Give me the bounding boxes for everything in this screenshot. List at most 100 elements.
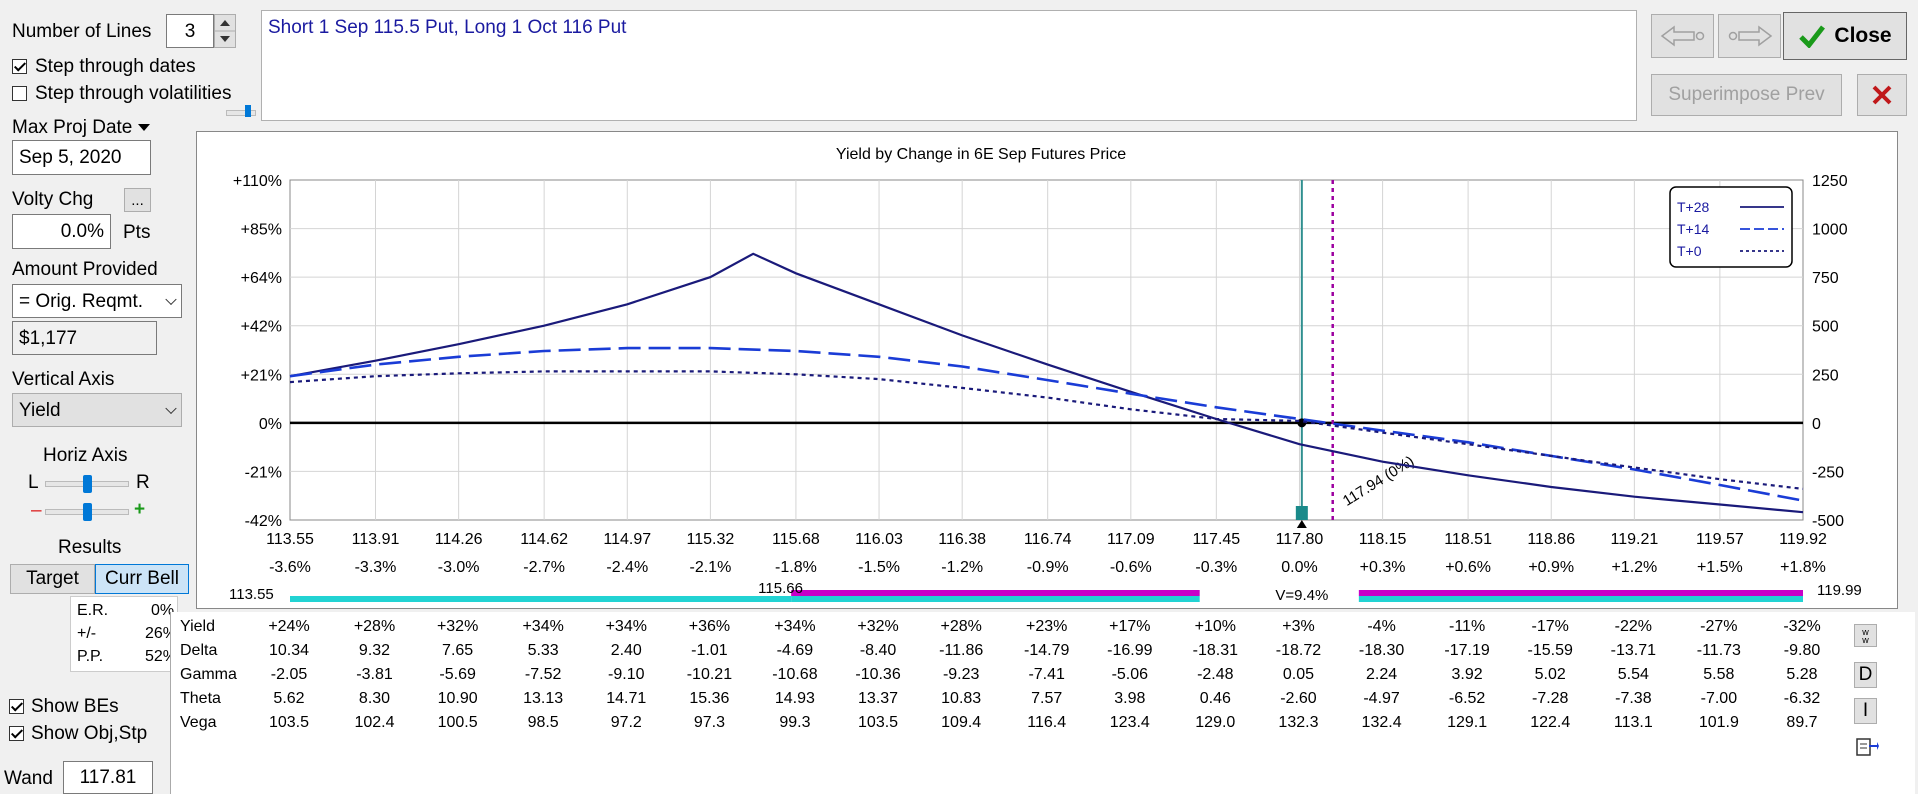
export-icon[interactable]: [1855, 736, 1879, 764]
pp-label: P.P.: [77, 648, 104, 665]
horiz-L-label: L: [28, 472, 39, 493]
greek-cell: 14.93: [774, 690, 815, 707]
amount-value: $1,177: [12, 321, 157, 355]
close-x-icon: [1872, 85, 1892, 105]
x-pct-label: -1.8%: [775, 559, 817, 576]
show-obj-checkbox[interactable]: [9, 726, 24, 741]
num-lines-spinner[interactable]: [214, 14, 236, 48]
close-button[interactable]: Close: [1783, 12, 1907, 60]
greek-cell: 7.65: [442, 642, 474, 659]
position-description[interactable]: Short 1 Sep 115.5 Put, Long 1 Oct 116 Pu…: [261, 10, 1637, 121]
greek-cell: -7.00: [1700, 690, 1738, 707]
chart-panel: Yield by Change in 6E Sep Futures Price …: [196, 131, 1898, 609]
zoom-thumb[interactable]: [83, 503, 92, 521]
y-left-tick-label: -42%: [245, 513, 282, 530]
curr-bell-button[interactable]: Curr Bell: [95, 564, 189, 594]
wand-input[interactable]: 117.81: [63, 761, 153, 794]
chart-legend: T+28 T+14 T+0: [1669, 186, 1793, 268]
greek-cell: -3.81: [356, 666, 393, 683]
max-proj-input[interactable]: Sep 5, 2020: [12, 140, 151, 175]
horiz-R-label: R: [136, 472, 150, 493]
greek-cell: -18.30: [1358, 642, 1405, 659]
x-tick-label: 113.55: [266, 531, 314, 548]
pm-value: 26%: [145, 625, 178, 642]
greek-cell: +28%: [940, 618, 982, 635]
y-left-tick-label: -21%: [245, 464, 282, 481]
legend-label: T+28: [1677, 199, 1710, 215]
superimpose-button[interactable]: Superimpose Prev: [1651, 74, 1842, 116]
horiz-lr-thumb[interactable]: [83, 475, 92, 493]
greek-cell: 122.4: [1530, 714, 1571, 731]
greek-cell: 129.0: [1195, 714, 1236, 731]
i-button[interactable]: I: [1854, 698, 1877, 724]
x-tick-label: 113.91: [352, 531, 400, 548]
x-pct-label: -1.5%: [858, 559, 900, 576]
greek-cell: -2.05: [270, 666, 308, 683]
greek-cell: 101.9: [1698, 714, 1739, 731]
num-lines-value: 3: [184, 21, 196, 42]
show-bes-checkbox[interactable]: [9, 699, 24, 714]
zoom-plus-label: +: [134, 499, 146, 520]
x-pct-label: -0.6%: [1110, 559, 1152, 576]
greek-cell: -7.38: [1615, 690, 1652, 707]
volty-more-button[interactable]: ...: [124, 188, 151, 212]
greek-cell: -11.86: [939, 642, 984, 659]
greek-cell: 97.2: [610, 714, 642, 731]
chart-title: Yield by Change in 6E Sep Futures Price: [836, 146, 1126, 163]
greek-cell: -10.68: [772, 666, 818, 683]
greek-cell: 5.28: [1786, 666, 1818, 683]
greek-cell: -7.28: [1531, 690, 1569, 707]
y-right-tick-label: 750: [1812, 270, 1839, 287]
y-left-tick-label: +21%: [241, 367, 282, 384]
step-slider[interactable]: [226, 105, 256, 117]
greek-cell: -11.73: [1696, 642, 1741, 659]
step-vols-checkbox[interactable]: [12, 86, 27, 101]
d-button[interactable]: D: [1854, 662, 1877, 688]
step-dates-label: Step through dates: [35, 56, 196, 77]
greek-row-vega: Vega 103.5 102.4 100.5 98.5 97.2 97.3 99.3 103.5…: [180, 714, 1840, 738]
greek-cell: -1.01: [691, 642, 728, 659]
greek-row-theta: Theta 5.62 8.30 10.90 13.13 14.71 15.36 14.93 13…: [180, 690, 1840, 714]
amount-select[interactable]: = Orig. Reqmt.: [12, 284, 182, 318]
greek-cell: 8.30: [358, 690, 391, 707]
er-value: 0%: [151, 602, 175, 619]
x-tick-label: 119.57: [1696, 531, 1744, 548]
greek-cell: 3.92: [1451, 666, 1483, 683]
greek-cell: 7.57: [1031, 690, 1063, 707]
greek-cell: 129.1: [1447, 714, 1488, 731]
cancel-x-button[interactable]: [1857, 74, 1907, 116]
greek-cell: -4%: [1367, 618, 1396, 635]
x-pct-label: -0.3%: [1195, 559, 1237, 576]
axis-layer: 113.55 -3.6% 113.91 -3.3% 114.26 -3.0% 114.62 -…: [233, 173, 1848, 576]
series-layer: [289, 252, 1804, 514]
er-label: E.R.: [77, 602, 109, 619]
target-button[interactable]: Target: [10, 564, 95, 594]
amount-value-text: $1,177: [19, 328, 78, 349]
arrow-right-icon: [1728, 25, 1772, 47]
greek-row-gamma: Gamma -2.05 -3.81 -5.69 -7.52 -9.10 -10.21 -10.…: [180, 666, 1840, 690]
vaxis-select[interactable]: Yield: [12, 393, 182, 427]
greek-cell: 14.71: [606, 690, 647, 707]
greek-cell: 13.37: [858, 690, 899, 707]
amount-label: Amount Provided: [12, 259, 158, 280]
greek-cell: +24%: [268, 618, 310, 635]
greek-cell: +23%: [1026, 618, 1068, 635]
greek-cell: -9.23: [942, 666, 980, 683]
x-pct-label: -3.6%: [269, 559, 311, 576]
greek-cell: -27%: [1700, 618, 1738, 635]
num-lines-input[interactable]: 3: [166, 14, 214, 48]
greek-cell: -6.32: [1783, 690, 1821, 707]
prev-arrow-button[interactable]: [1651, 14, 1714, 58]
wand-label: Wand: [4, 768, 53, 789]
max-proj-label[interactable]: Max Proj Date: [12, 117, 151, 139]
volty-input[interactable]: 0.0%: [12, 214, 111, 249]
vaxis-value: Yield: [19, 400, 61, 421]
greek-cell: -6.52: [1448, 690, 1486, 707]
next-arrow-button[interactable]: [1718, 14, 1781, 58]
step-dates-checkbox[interactable]: [12, 59, 27, 74]
greek-cell: 13.13: [523, 690, 564, 707]
greek-cell: +28%: [353, 618, 396, 635]
results-box: E.R. 0% +/- 26% P.P. 52%: [70, 596, 178, 672]
yield-chart[interactable]: Yield by Change in 6E Sep Futures Price …: [197, 132, 1897, 608]
